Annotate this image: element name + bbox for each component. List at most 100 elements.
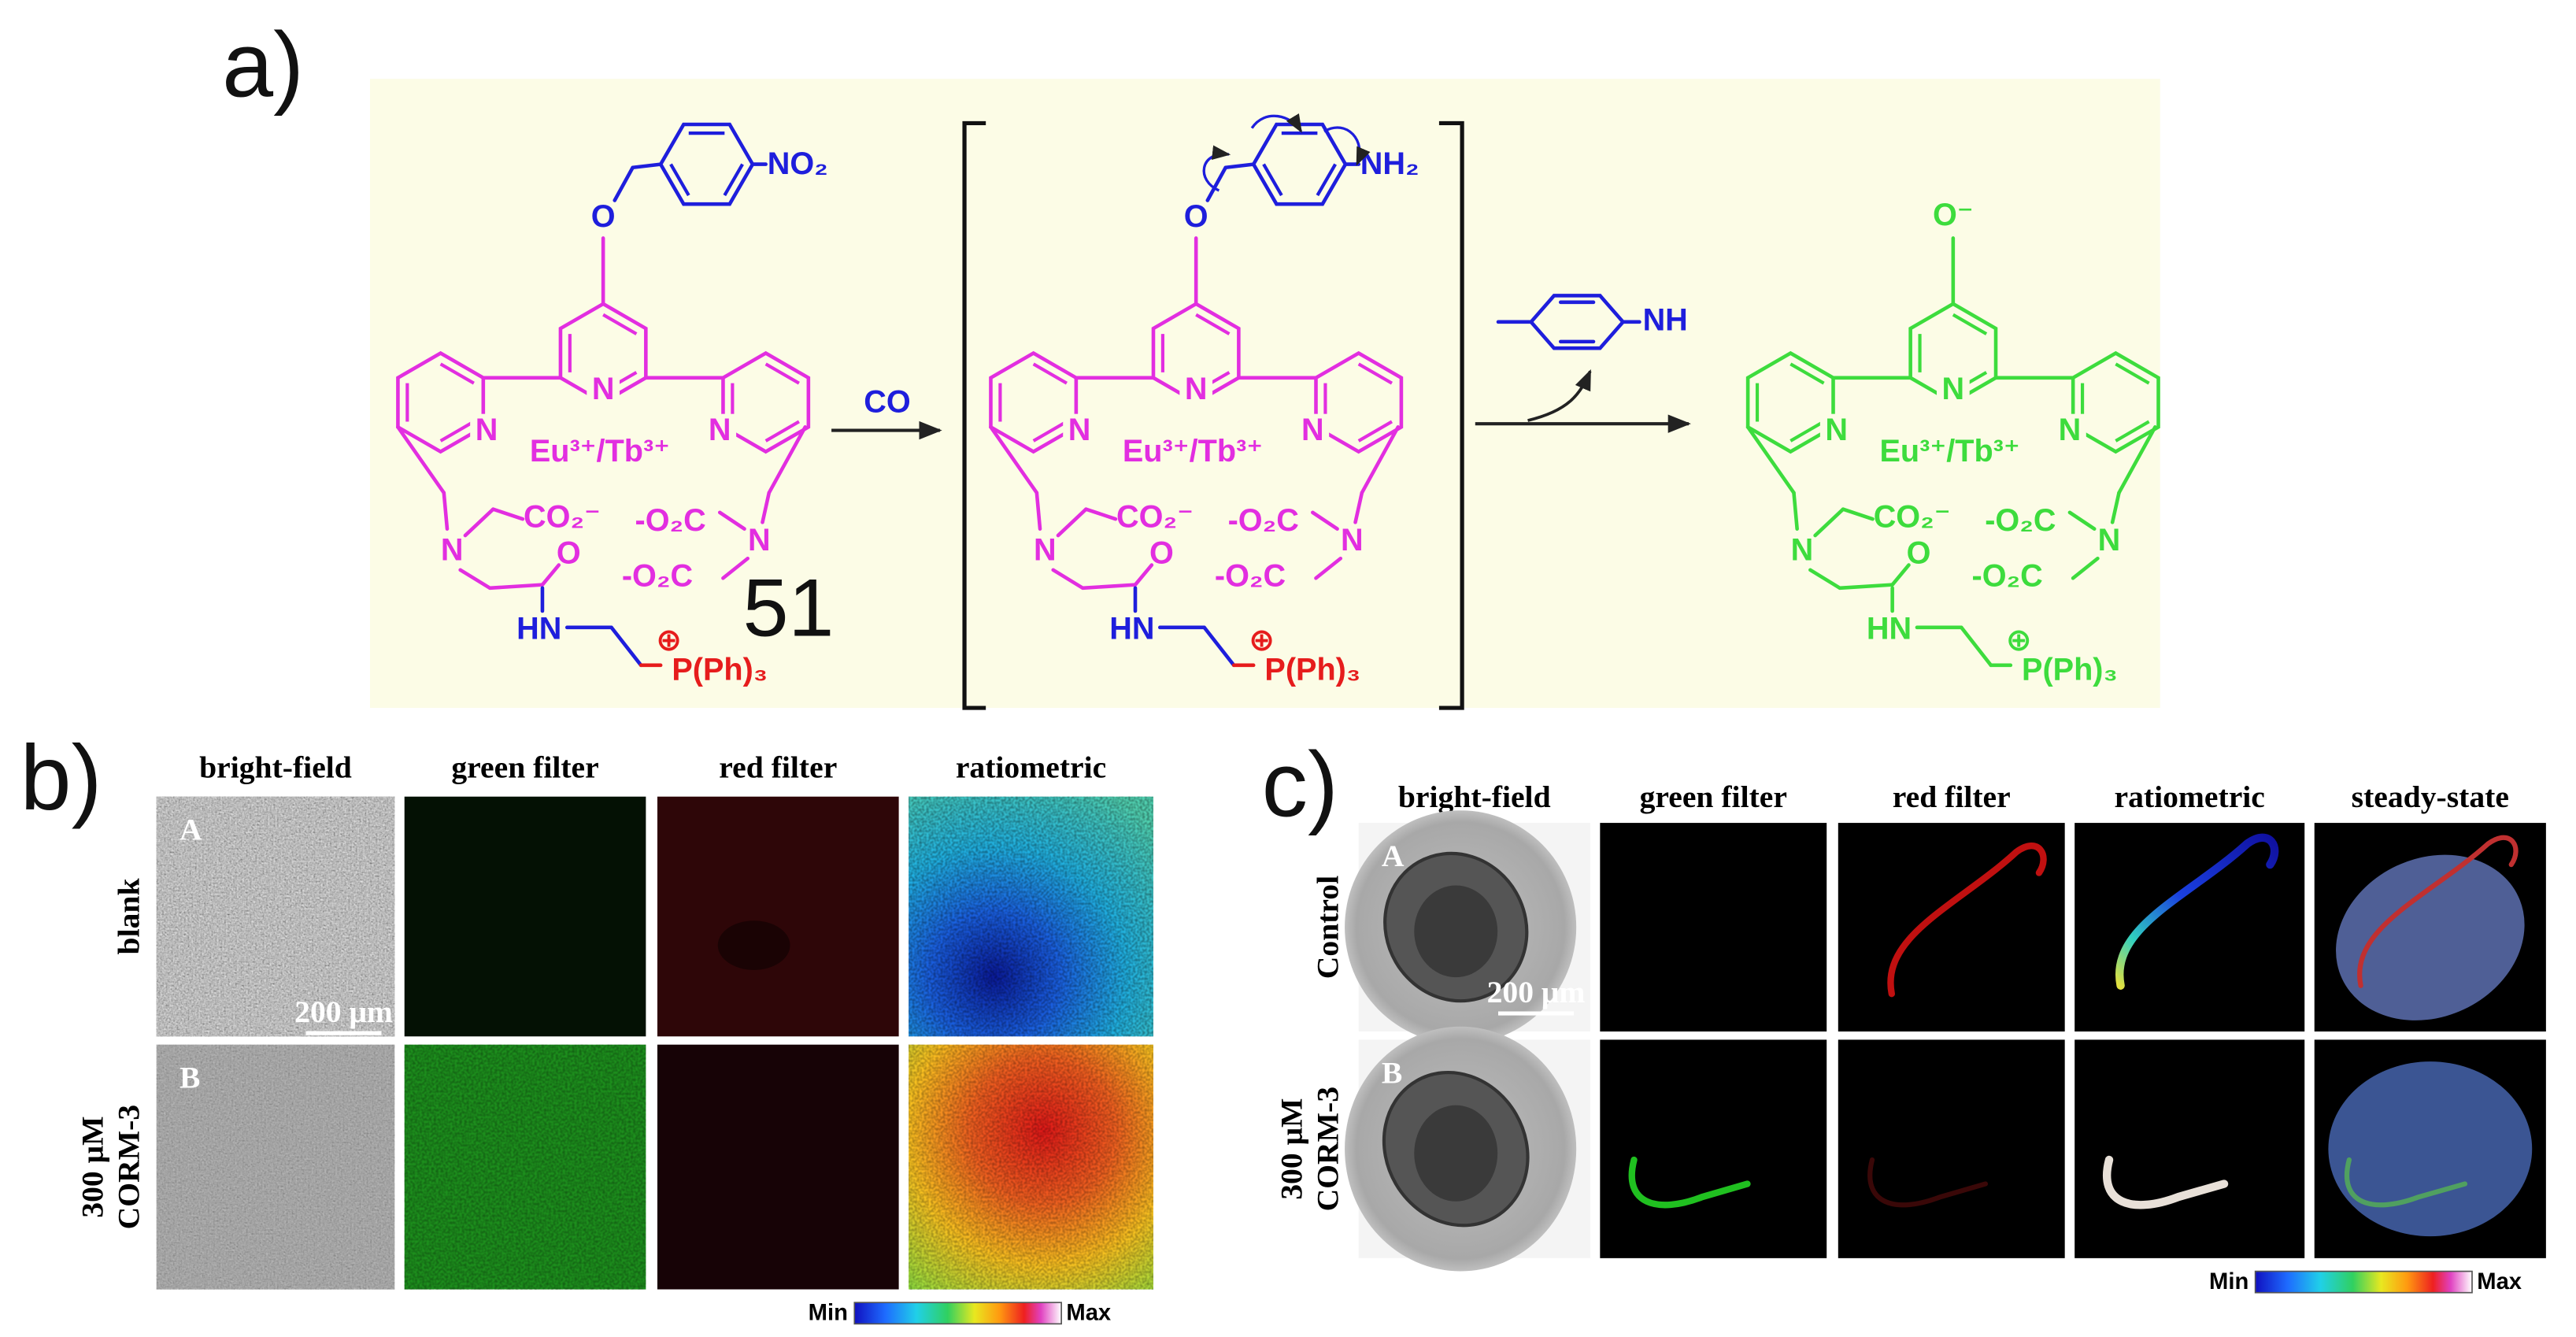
phosphonium-label: P(Ph)₃ xyxy=(672,653,768,687)
bond xyxy=(613,165,635,202)
bond xyxy=(1353,491,1364,524)
charge-label: ⊕ xyxy=(2006,623,2032,657)
double-bond xyxy=(2115,420,2150,443)
amide-label: HN xyxy=(1867,611,1912,646)
bond xyxy=(1310,510,1339,531)
dark-region xyxy=(717,920,790,970)
bond xyxy=(2067,510,2097,531)
bond xyxy=(1813,507,1845,538)
bond xyxy=(442,491,450,531)
column-header: steady-state xyxy=(2352,780,2509,814)
bracket xyxy=(962,120,986,710)
bond xyxy=(463,507,495,538)
carboxylate-label: CO₂⁻ xyxy=(1874,500,1951,535)
image-layer xyxy=(909,1044,1153,1290)
ester-label: -O₂C xyxy=(1215,559,1286,594)
bond xyxy=(2110,491,2121,524)
label-bg xyxy=(587,374,620,408)
column-header: red filter xyxy=(1893,780,2011,814)
double-bond xyxy=(669,163,690,197)
metal-label: Eu³⁺/Tb³⁺ xyxy=(1123,434,1263,469)
bond xyxy=(1133,563,1154,587)
row-letter: B xyxy=(180,1061,200,1095)
substituent-label: NH₂ xyxy=(1360,146,1419,181)
row-label: Control xyxy=(1310,876,1345,979)
atom-label: N xyxy=(441,532,464,567)
image-layer xyxy=(2074,823,2305,1032)
colorbar xyxy=(2254,1270,2473,1294)
column-header: green filter xyxy=(451,750,598,784)
embryo-core xyxy=(1414,885,1498,978)
charge-label: ⊕ xyxy=(656,623,682,657)
micrograph xyxy=(156,1044,395,1290)
image-layer xyxy=(404,1044,646,1290)
colorbar xyxy=(853,1302,1062,1325)
colorbar-max: Max xyxy=(2477,1269,2522,1294)
colorbar-max: Max xyxy=(1066,1301,1112,1326)
column-header: green filter xyxy=(1640,780,1787,814)
bond xyxy=(1314,556,1343,580)
atom-label: O xyxy=(591,199,616,234)
double-bond xyxy=(439,420,475,443)
bond xyxy=(761,491,772,524)
panel-label: b) xyxy=(20,726,102,829)
micrograph xyxy=(1838,823,2065,1032)
bond xyxy=(717,510,746,531)
bond xyxy=(2071,556,2100,580)
atom-label: N xyxy=(2059,413,2082,447)
metal-label: Eu³⁺/Tb³⁺ xyxy=(1880,434,2020,469)
panel-label: a) xyxy=(222,13,304,117)
amide-label: HN xyxy=(1109,611,1154,646)
row-label: 300 μM xyxy=(76,1116,110,1217)
atom-label: N xyxy=(1034,532,1057,567)
double-bond xyxy=(2115,362,2150,385)
amide-label: HN xyxy=(516,611,561,646)
atom-label: O xyxy=(1149,536,1174,571)
micrograph xyxy=(1838,1039,2065,1258)
atom-label: O xyxy=(557,536,581,571)
double-bond xyxy=(723,163,744,197)
bond xyxy=(1223,162,1256,170)
ester-label: -O₂C xyxy=(635,503,706,538)
image-layer xyxy=(657,1044,899,1290)
label-bg xyxy=(1819,413,1850,447)
bond xyxy=(1745,425,1796,495)
double-bond xyxy=(1952,313,1988,335)
fluorescence-trace xyxy=(1628,1156,1751,1209)
micrograph xyxy=(1600,823,1827,1032)
bracket xyxy=(1438,120,1464,710)
ester-label: -O₂C xyxy=(622,559,693,594)
carboxylate-label: CO₂⁻ xyxy=(1116,500,1194,535)
bond xyxy=(1959,625,1993,668)
double-bond xyxy=(1357,420,1393,443)
atom-label: N xyxy=(1791,532,1814,567)
column-header: bright-field xyxy=(1398,780,1551,814)
image-layer xyxy=(1838,1039,2065,1258)
bond xyxy=(1360,425,1401,495)
bond xyxy=(1056,507,1088,538)
carboxylate-label: CO₂⁻ xyxy=(524,500,601,535)
double-bond xyxy=(1790,420,1825,443)
row-letter: A xyxy=(180,813,202,847)
bond xyxy=(1034,491,1042,531)
image-layer xyxy=(657,796,899,1037)
atom-label: N xyxy=(1341,523,1364,557)
ring xyxy=(1251,122,1348,206)
column-header: red filter xyxy=(719,750,837,784)
double-bond xyxy=(1357,362,1393,385)
ester-label: -O₂C xyxy=(1972,559,2043,594)
atom-label: O xyxy=(1907,536,1931,571)
label-bg xyxy=(2056,413,2086,447)
ester-label: -O₂C xyxy=(1228,503,1299,538)
release-arrow xyxy=(1527,369,1592,422)
compound-number: 51 xyxy=(742,563,834,654)
atom-label: N xyxy=(1825,413,1848,447)
label-bg xyxy=(1936,374,1970,408)
row-letter: B xyxy=(1382,1055,1402,1090)
atom-label: N xyxy=(748,523,771,557)
micrograph xyxy=(1600,1039,1827,1258)
micrograph xyxy=(2074,823,2305,1032)
row-label: CORM-3 xyxy=(112,1105,146,1229)
